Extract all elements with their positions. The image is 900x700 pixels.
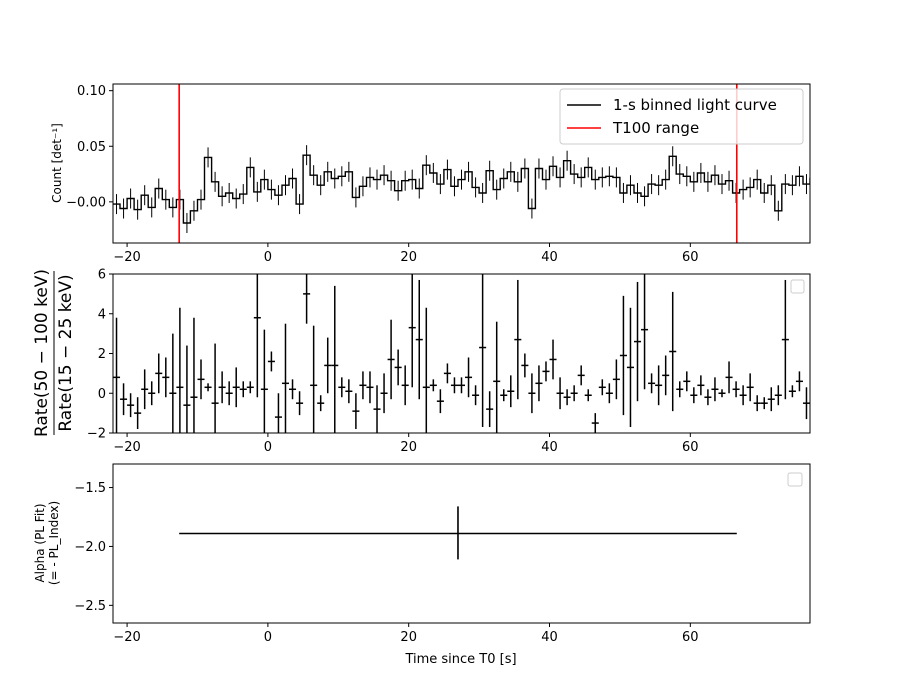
hardness-ratio-axes-frame bbox=[112, 273, 811, 434]
y-tick-label: −2.0 bbox=[74, 540, 106, 555]
y-tick-label: 6 bbox=[98, 268, 106, 283]
ylabel-line2: (= - PL_Index) bbox=[47, 501, 61, 585]
hardness-ratio-data-layer bbox=[113, 274, 810, 433]
legend-label-light-curve: 1-s binned light curve bbox=[613, 96, 777, 114]
y-tick-label: 2 bbox=[98, 347, 106, 362]
y-tick-label: −0.00 bbox=[66, 195, 106, 210]
x-tick-label: −20 bbox=[113, 440, 140, 455]
ylabel-line1: Alpha (PL Fit) bbox=[33, 503, 47, 582]
x-tick-label: 0 bbox=[264, 250, 272, 265]
light-curve-legend: 1-s binned light curve T100 range bbox=[559, 88, 804, 145]
x-tick-label: 20 bbox=[400, 630, 417, 645]
x-tick-label: 40 bbox=[541, 440, 558, 455]
light-curve-line bbox=[113, 154, 810, 224]
light-curve-data-layer bbox=[113, 84, 810, 243]
x-tick-label: 40 bbox=[541, 630, 558, 645]
x-tick-label: 40 bbox=[541, 250, 558, 265]
y-tick-label: 0.10 bbox=[77, 84, 106, 99]
pl-index-ylabel: Alpha (PL Fit) (= - PL_Index) bbox=[33, 501, 61, 585]
ylabel-numerator: Rate(50 − 100 keV) bbox=[32, 269, 52, 437]
y-tick-label: −2 bbox=[87, 427, 106, 442]
legend-box bbox=[559, 88, 804, 145]
x-tick-label: 60 bbox=[682, 440, 699, 455]
pl-index-axes-frame bbox=[112, 463, 811, 624]
x-tick-label: −20 bbox=[113, 250, 140, 265]
hardness-ratio-empty-legend bbox=[790, 279, 805, 294]
light-curve-axes-frame bbox=[112, 83, 811, 244]
x-tick-label: 0 bbox=[264, 440, 272, 455]
pl-index-empty-legend bbox=[787, 472, 803, 487]
y-tick-label: 0.05 bbox=[77, 140, 106, 155]
y-tick-label: 0 bbox=[98, 387, 106, 402]
x-tick-label: 60 bbox=[682, 250, 699, 265]
pl-index-panel: −20 0 20 40 60 −1.5 −2.0 −2.5 Alpha (PL Fit) (=… bbox=[33, 463, 811, 667]
legend-label-t100: T100 range bbox=[612, 119, 699, 137]
pl-index-data-layer bbox=[179, 506, 737, 560]
light-curve-ylabel: Count [det⁻¹] bbox=[50, 123, 64, 203]
hardness-ratio-clip-group bbox=[113, 274, 810, 433]
x-tick-label: 20 bbox=[400, 440, 417, 455]
y-tick-label: −2.5 bbox=[74, 599, 106, 614]
light-curve-panel: −20 0 20 40 60 −0.00 0.05 0.10 Count [det⁻¹] 1-… bbox=[50, 83, 811, 265]
x-tick-label: 0 bbox=[264, 630, 272, 645]
x-tick-label: 20 bbox=[400, 250, 417, 265]
pl-index-xlabel: Time since T0 [s] bbox=[404, 652, 516, 667]
hardness-ratio-ylabel: Rate(50 − 100 keV) Rate(15 − 25 keV) bbox=[32, 269, 76, 437]
light-curve-clip-group bbox=[113, 145, 810, 233]
y-tick-label: −1.5 bbox=[74, 481, 106, 496]
pl-index-ticks: −20 0 20 40 60 −1.5 −2.0 −2.5 bbox=[74, 481, 698, 645]
y-tick-label: 4 bbox=[98, 307, 106, 322]
x-tick-label: −20 bbox=[113, 630, 140, 645]
ylabel-denominator: Rate(15 − 25 keV) bbox=[56, 274, 76, 431]
light-curve-ticks: −20 0 20 40 60 −0.00 0.05 0.10 bbox=[66, 84, 698, 265]
x-tick-label: 60 bbox=[682, 630, 699, 645]
